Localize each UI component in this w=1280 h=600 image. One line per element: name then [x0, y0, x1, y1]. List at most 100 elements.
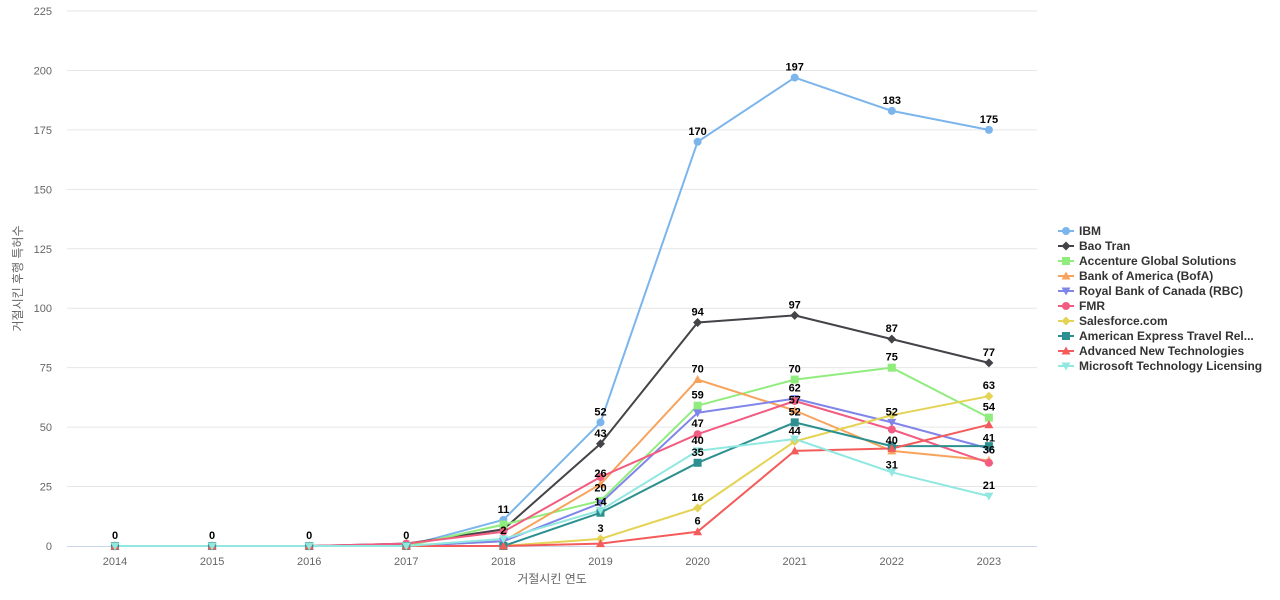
data-point-fmr: [693, 430, 702, 439]
legend-item-accenture-global-solutions[interactable]: Accenture Global Solutions: [1058, 254, 1237, 268]
y-tick-label: 200: [34, 65, 52, 77]
series-line-microsoft-technology-licensing: [115, 438, 990, 547]
data-point-bao-tran: [887, 334, 897, 344]
y-tick-label: 100: [34, 303, 52, 315]
data-label: 75: [886, 352, 898, 364]
data-label: 52: [886, 406, 898, 418]
legend-label: Bao Tran: [1079, 239, 1130, 253]
data-label: 20: [594, 482, 606, 494]
legend-item-bank-of-america-bofa[interactable]: Bank of America (BofA): [1058, 269, 1213, 283]
series-lines: [115, 76, 990, 547]
x-tick-label: 2017: [394, 556, 418, 568]
series-line-bank-of-america-bofa: [115, 378, 989, 547]
data-label: 0: [112, 530, 118, 542]
data-label: 97: [789, 299, 801, 311]
data-point-royal-bank-of-canada-rbc: [693, 409, 703, 418]
data-label: 21: [983, 480, 995, 492]
data-label: 57: [789, 394, 801, 406]
data-label: 44: [789, 425, 802, 437]
data-point-bao-tran: [984, 358, 994, 368]
data-labels: 0 0 0 0112524326201431709470594740351661979…: [112, 62, 998, 542]
legend-symbol: [1062, 332, 1070, 340]
legend-item-american-express-travel-rel[interactable]: American Express Travel Rel...: [1058, 329, 1254, 343]
legend-item-salesforce-com[interactable]: Salesforce.com: [1058, 314, 1168, 328]
data-label: 175: [980, 114, 998, 126]
legend-item-royal-bank-of-canada-rbc[interactable]: Royal Bank of Canada (RBC): [1058, 284, 1243, 298]
data-label: 70: [789, 364, 801, 376]
data-point-advanced-new-technologies: [790, 446, 800, 455]
data-point-salesforce-com: [693, 503, 703, 513]
data-label: 54: [983, 402, 996, 414]
y-tick-label: 25: [40, 482, 52, 494]
data-label: 40: [886, 435, 898, 447]
data-label: 31: [886, 459, 898, 471]
data-point-ibm: [596, 418, 605, 427]
data-label: 47: [691, 418, 703, 430]
y-tick-label: 225: [34, 6, 52, 18]
legend-symbol: [1061, 271, 1071, 280]
legend-label: Advanced New Technologies: [1079, 344, 1244, 358]
data-point-royal-bank-of-canada-rbc: [887, 418, 897, 427]
data-point-salesforce-com: [596, 534, 605, 544]
data-label: 14: [594, 497, 607, 509]
data-label: 40: [691, 435, 703, 447]
y-axis-title: 거절시킨 후행 특허수: [10, 225, 25, 331]
legend-item-fmr[interactable]: FMR: [1058, 299, 1105, 313]
legend-symbol: [1061, 287, 1071, 296]
grid-lines: [67, 10, 1037, 488]
data-label: 2: [500, 525, 506, 537]
data-point-bank-of-america-bofa: [790, 405, 800, 414]
legend-label: American Express Travel Rel...: [1079, 329, 1254, 343]
data-label: 87: [886, 323, 898, 335]
x-axis-title: 거절시킨 연도: [517, 572, 587, 586]
legend-symbol: [1061, 316, 1071, 326]
legend-item-advanced-new-technologies[interactable]: Advanced New Technologies: [1058, 344, 1244, 358]
data-point-accenture-global-solutions: [887, 363, 896, 372]
data-point-advanced-new-technologies: [984, 420, 994, 429]
data-point-advanced-new-technologies: [693, 527, 703, 536]
y-tick-label: 50: [40, 422, 52, 434]
y-tick-label: 75: [40, 363, 52, 375]
legend-label: Bank of America (BofA): [1079, 269, 1213, 283]
data-label: 36: [983, 444, 995, 456]
legend-label: Salesforce.com: [1079, 314, 1168, 328]
data-label: 62: [789, 383, 801, 395]
series-line-accenture-global-solutions: [115, 366, 990, 547]
data-point-fmr: [596, 473, 605, 482]
legend-symbol: [1062, 302, 1070, 310]
legend-item-bao-tran[interactable]: Bao Tran: [1058, 239, 1130, 253]
legend-symbol: [1061, 241, 1071, 251]
data-point-microsoft-technology-licensing: [596, 506, 605, 515]
data-point-microsoft-technology-licensing: [887, 468, 897, 477]
x-tick-label: 2015: [200, 556, 224, 568]
data-label: 94: [691, 306, 704, 318]
x-tick-label: 2016: [297, 556, 321, 568]
data-label: 170: [688, 126, 706, 138]
data-label: 197: [786, 62, 804, 74]
data-point-accenture-global-solutions: [693, 401, 702, 410]
series-line-bao-tran: [115, 314, 990, 547]
legend-label: Accenture Global Solutions: [1079, 254, 1237, 268]
data-point-bao-tran: [693, 317, 703, 327]
legend-item-ibm[interactable]: IBM: [1058, 224, 1101, 238]
data-point-fmr: [984, 458, 993, 467]
data-point-advanced-new-technologies: [596, 539, 605, 548]
data-point-microsoft-technology-licensing: [207, 542, 217, 551]
data-label: 70: [691, 364, 703, 376]
legend-item-microsoft-technology-licensing[interactable]: Microsoft Technology Licensing: [1058, 359, 1262, 373]
legend-label: Microsoft Technology Licensing: [1079, 359, 1262, 373]
data-label: 0: [306, 530, 312, 542]
data-point-accenture-global-solutions: [790, 375, 799, 384]
legend-symbol: [1061, 362, 1071, 371]
data-label: 0: [403, 530, 409, 542]
data-label: 59: [691, 390, 703, 402]
data-label: 183: [883, 95, 901, 107]
data-point-microsoft-technology-licensing: [790, 435, 800, 444]
y-tick-label: 0: [46, 541, 52, 553]
data-point-advanced-new-technologies: [498, 541, 508, 550]
data-point-microsoft-technology-licensing: [304, 542, 314, 551]
data-label: 35: [691, 447, 703, 459]
y-tick-label: 175: [34, 125, 52, 137]
data-label: 77: [983, 347, 995, 359]
